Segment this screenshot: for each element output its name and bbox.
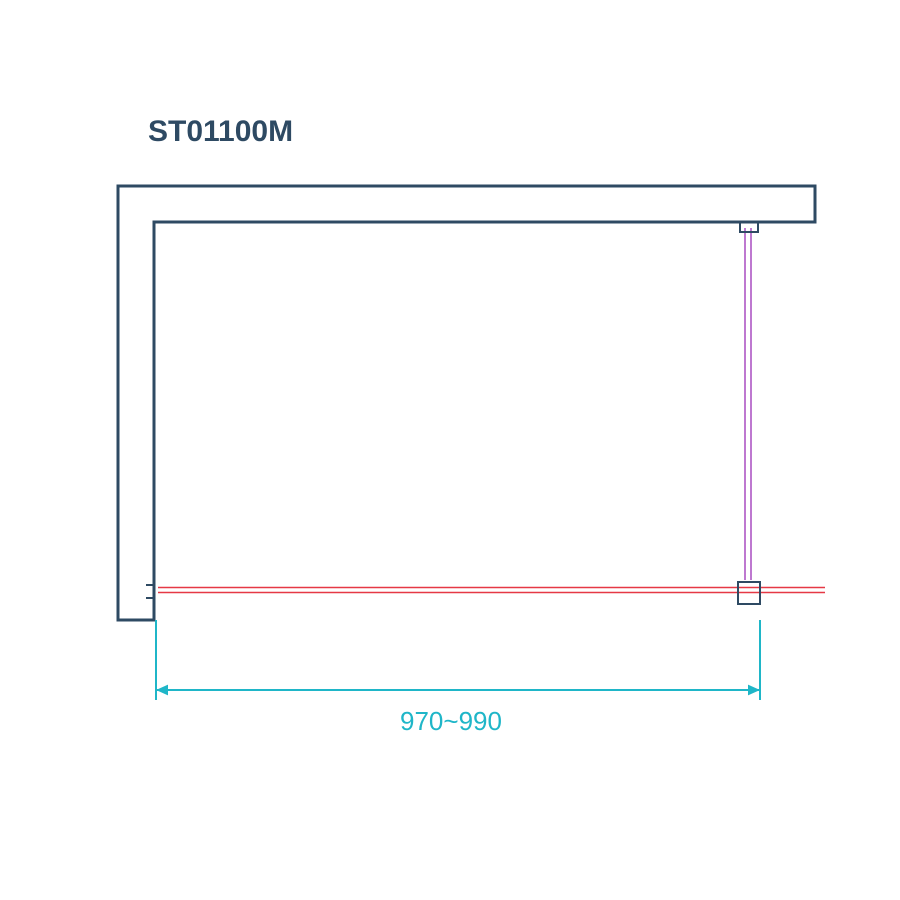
diagram-canvas: ST01100M 970~990 bbox=[0, 0, 900, 900]
dim-label: 970~990 bbox=[400, 706, 502, 736]
dim-arrow-right bbox=[748, 685, 760, 696]
technical-drawing-svg: 970~990 bbox=[0, 0, 900, 900]
wall-outline bbox=[118, 186, 815, 620]
dim-arrow-left bbox=[156, 685, 168, 696]
